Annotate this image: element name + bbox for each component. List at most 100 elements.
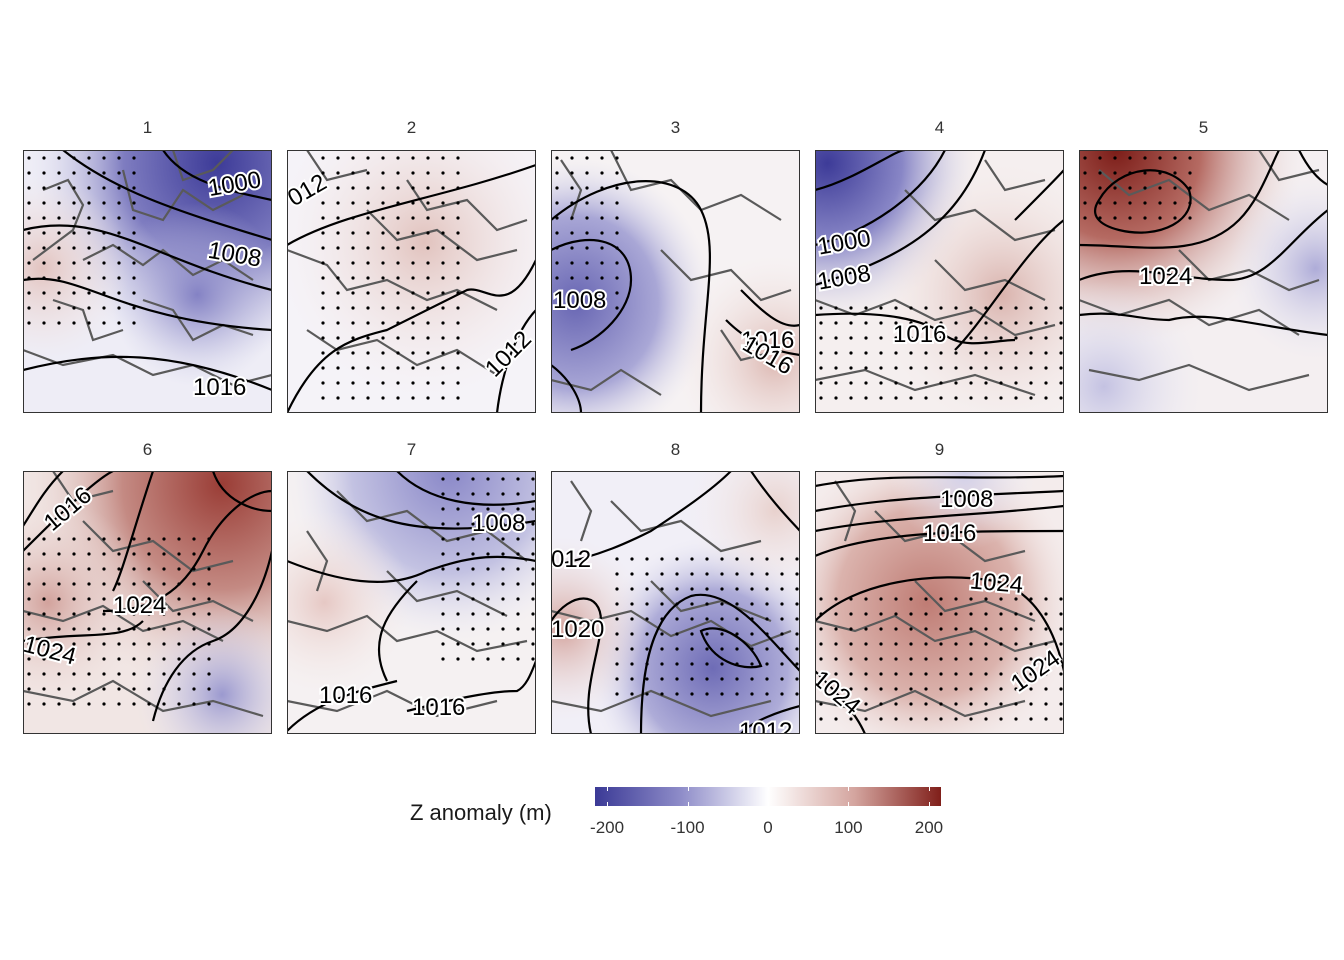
significance-dot	[456, 492, 460, 496]
significance-dot	[984, 717, 988, 721]
significance-dot	[441, 306, 445, 310]
contour-label: 1008	[940, 486, 993, 513]
significance-dot	[132, 201, 136, 205]
significance-dot	[207, 597, 211, 601]
significance-dot	[1158, 171, 1162, 175]
significance-dot	[177, 567, 181, 571]
significance-dot	[969, 717, 973, 721]
significance-dot	[570, 201, 574, 205]
significance-dot	[42, 552, 46, 556]
significance-dot	[456, 246, 460, 250]
significance-dot	[1044, 672, 1048, 676]
significance-dot	[615, 587, 619, 591]
significance-dot	[42, 306, 46, 310]
significance-dot	[207, 672, 211, 676]
significance-dot	[102, 552, 106, 556]
significance-dot	[1173, 171, 1177, 175]
significance-dot	[1128, 186, 1132, 190]
significance-dot	[924, 336, 928, 340]
significance-dot	[1113, 156, 1117, 160]
significance-dot	[441, 246, 445, 250]
significance-dot	[585, 306, 589, 310]
significance-dot	[780, 692, 784, 696]
significance-dot	[984, 396, 988, 400]
significance-dot	[162, 687, 166, 691]
significance-dot	[192, 552, 196, 556]
significance-dot	[531, 537, 535, 541]
significance-dot	[132, 642, 136, 646]
significance-dot	[87, 687, 91, 691]
significance-dot	[102, 687, 106, 691]
significance-dot	[366, 321, 370, 325]
significance-dot	[336, 291, 340, 295]
significance-dot	[117, 687, 121, 691]
significance-dot	[456, 201, 460, 205]
significance-dot	[57, 687, 61, 691]
significance-dot	[87, 642, 91, 646]
significance-dot	[381, 231, 385, 235]
significance-dot	[177, 552, 181, 556]
significance-dot	[87, 627, 91, 631]
significance-dot	[849, 672, 853, 676]
significance-dot	[162, 597, 166, 601]
significance-dot	[999, 657, 1003, 661]
significance-dot	[147, 702, 151, 706]
significance-dot	[984, 657, 988, 661]
significance-dot	[999, 672, 1003, 676]
significance-dot	[87, 657, 91, 661]
significance-dot	[87, 231, 91, 235]
colorbar	[595, 787, 941, 806]
significance-dot	[954, 672, 958, 676]
significance-dot	[471, 522, 475, 526]
significance-dot	[27, 261, 31, 265]
significance-dot	[486, 507, 490, 511]
significance-dot	[321, 171, 325, 175]
significance-dot	[456, 336, 460, 340]
significance-dot	[924, 642, 928, 646]
significance-dot	[690, 647, 694, 651]
significance-dot	[531, 582, 535, 586]
significance-dot	[999, 612, 1003, 616]
significance-dot	[72, 537, 76, 541]
significance-dot	[87, 597, 91, 601]
significance-dot	[411, 186, 415, 190]
significance-dot	[909, 306, 913, 310]
significance-dot	[102, 627, 106, 631]
significance-dot	[516, 627, 520, 631]
significance-dot	[1014, 672, 1018, 676]
significance-dot	[396, 171, 400, 175]
significance-dot	[456, 552, 460, 556]
significance-dot	[765, 632, 769, 636]
significance-dot	[894, 702, 898, 706]
significance-dot	[426, 231, 430, 235]
significance-dot	[72, 231, 76, 235]
significance-dot	[954, 702, 958, 706]
significance-dot	[207, 642, 211, 646]
significance-dot	[72, 201, 76, 205]
significance-dot	[57, 246, 61, 250]
significance-dot	[969, 687, 973, 691]
significance-dot	[780, 647, 784, 651]
significance-dot	[426, 321, 430, 325]
significance-dot	[117, 597, 121, 601]
significance-dot	[57, 216, 61, 220]
significance-dot	[57, 657, 61, 661]
significance-dot	[501, 492, 505, 496]
significance-dot	[117, 186, 121, 190]
significance-dot	[1059, 321, 1063, 325]
significance-dot	[705, 662, 709, 666]
significance-dot	[411, 156, 415, 160]
significance-dot	[441, 612, 445, 616]
significance-dot	[864, 336, 868, 340]
significance-dot	[87, 216, 91, 220]
significance-dot	[630, 677, 634, 681]
significance-dot	[486, 552, 490, 556]
significance-dot	[1044, 687, 1048, 691]
significance-dot	[117, 552, 121, 556]
significance-dot	[27, 657, 31, 661]
significance-dot	[72, 597, 76, 601]
significance-dot	[585, 216, 589, 220]
significance-dot	[675, 692, 679, 696]
significance-dot	[102, 171, 106, 175]
significance-dot	[864, 597, 868, 601]
